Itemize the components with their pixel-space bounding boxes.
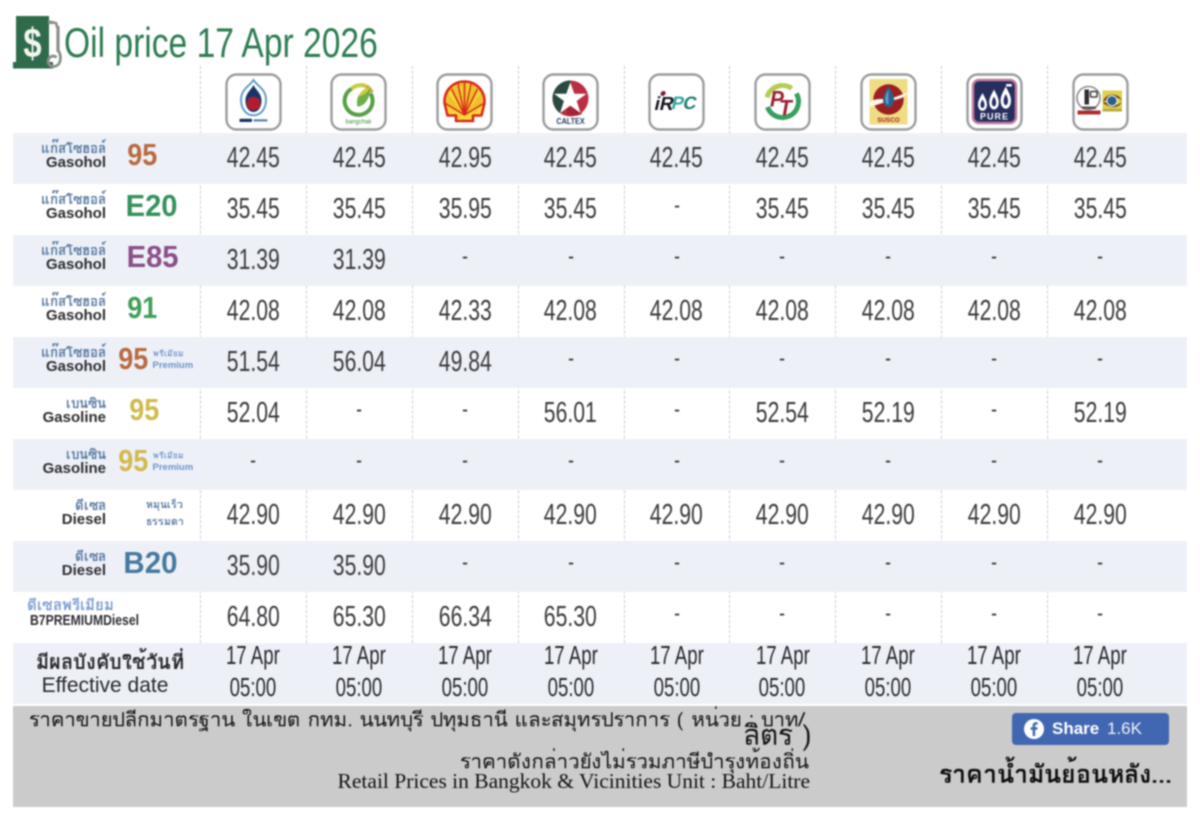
svg-text:P: P bbox=[770, 87, 785, 112]
svg-text:C: C bbox=[681, 92, 699, 113]
svg-text:T: T bbox=[779, 96, 794, 121]
svg-text:SUSCO: SUSCO bbox=[877, 117, 899, 124]
svg-text:PURE: PURE bbox=[980, 112, 1009, 122]
svg-text:CALTEX: CALTEX bbox=[556, 117, 585, 126]
svg-text:iR: iR bbox=[652, 94, 676, 115]
svg-text:P: P bbox=[670, 92, 687, 113]
svg-text:$: $ bbox=[23, 20, 41, 67]
svg-text:bangchak: bangchak bbox=[346, 120, 373, 126]
